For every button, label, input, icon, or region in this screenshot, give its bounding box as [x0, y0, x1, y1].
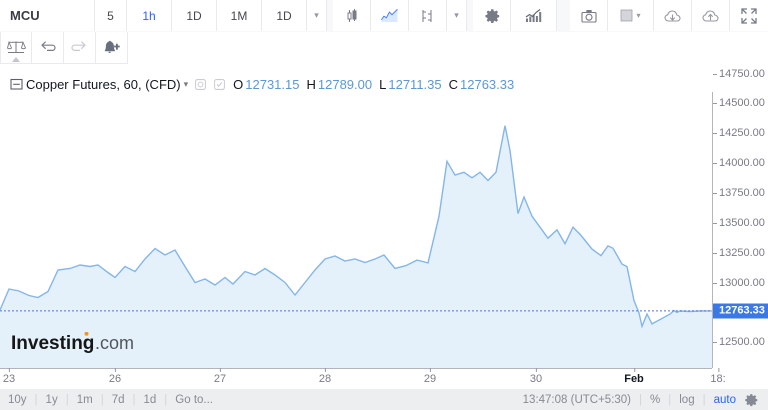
- svg-text:.com: .com: [95, 333, 134, 353]
- svg-text:Investing: Investing: [11, 333, 94, 354]
